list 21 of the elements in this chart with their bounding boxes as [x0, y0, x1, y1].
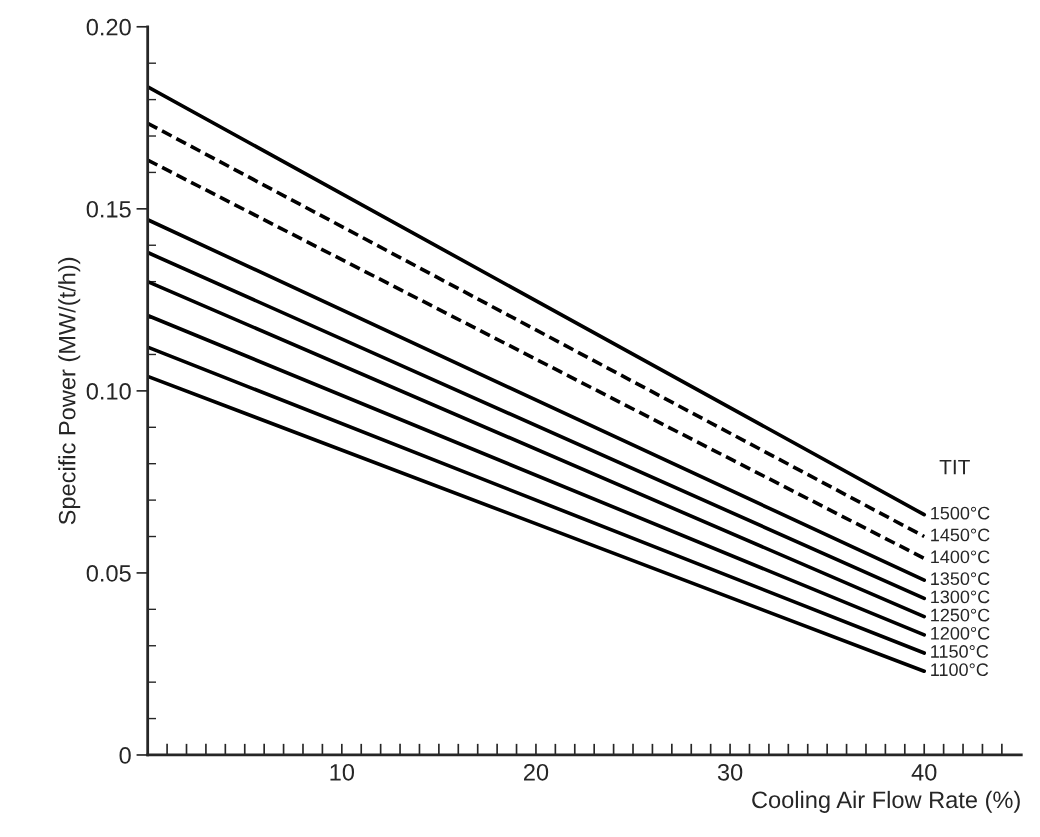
y-tick-label: 0.05: [86, 564, 131, 582]
series-label: 1100°C: [931, 663, 989, 677]
x-tick-label: 10: [330, 763, 355, 781]
series-label: 1150°C: [931, 645, 989, 658]
x-tick-label: 20: [524, 763, 549, 781]
legend-title: TIT: [939, 459, 970, 475]
series-label: 1350°C: [931, 572, 990, 586]
y-tick-label: 0.20: [86, 18, 131, 36]
series-label: 1450°C: [931, 528, 990, 542]
x-tick-label: 30: [717, 763, 743, 781]
y-tick-label: 0.10: [86, 382, 131, 400]
x-axis-title: Cooling Air Flow Rate (%): [752, 790, 1020, 813]
y-tick-label: 0.15: [86, 200, 131, 218]
y-axis-title: Specific Power (MW/(t/h)): [58, 257, 81, 525]
series-label: 1500°C: [931, 506, 990, 520]
y-tick-label: 0: [119, 747, 131, 764]
x-tick-label: 40: [911, 763, 937, 781]
series-label: 1250°C: [931, 608, 990, 622]
series-label: 1300°C: [931, 590, 990, 604]
series-label: 1400°C: [931, 550, 990, 564]
series-label: 1200°C: [931, 626, 990, 640]
